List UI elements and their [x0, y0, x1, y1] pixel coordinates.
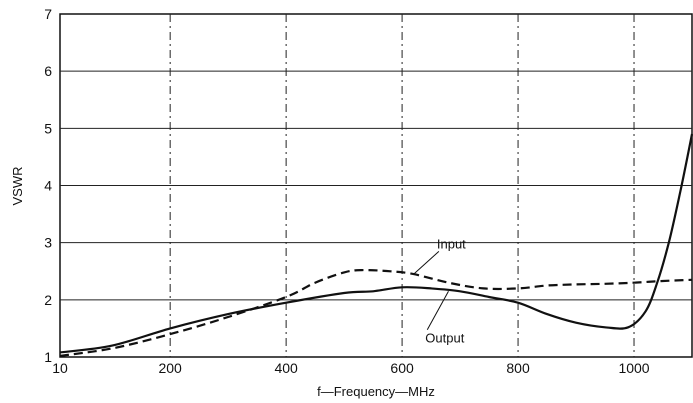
x-axis-title: f—Frequency—MHz	[317, 384, 435, 399]
y-tick-label: 7	[44, 6, 52, 22]
x-tick-label: 200	[158, 360, 182, 376]
y-tick-label: 2	[44, 292, 52, 308]
y-tick-label: 6	[44, 63, 52, 79]
annotation-leader-input	[413, 251, 440, 275]
annotation-input: Input	[437, 236, 466, 251]
x-tick-label: 10	[52, 360, 68, 376]
annotation-leader-output	[426, 291, 449, 330]
x-tick-label: 600	[390, 360, 414, 376]
y-tick-label: 1	[44, 349, 52, 365]
tick-labels: 1 2 3 4 5 6 7 10 200 400 600 800 1000	[44, 6, 650, 376]
y-axis-title: VSWR	[10, 167, 25, 206]
annotations: Input Output	[413, 236, 466, 346]
y-tick-label: 3	[44, 235, 52, 251]
y-tick-label: 5	[44, 120, 52, 136]
x-tick-label: 400	[274, 360, 298, 376]
annotation-output: Output	[425, 331, 464, 346]
x-tick-label: 800	[506, 360, 530, 376]
y-tick-label: 4	[44, 178, 52, 194]
x-tick-label: 1000	[618, 360, 649, 376]
grid	[60, 14, 692, 357]
series-output-line	[59, 133, 693, 354]
